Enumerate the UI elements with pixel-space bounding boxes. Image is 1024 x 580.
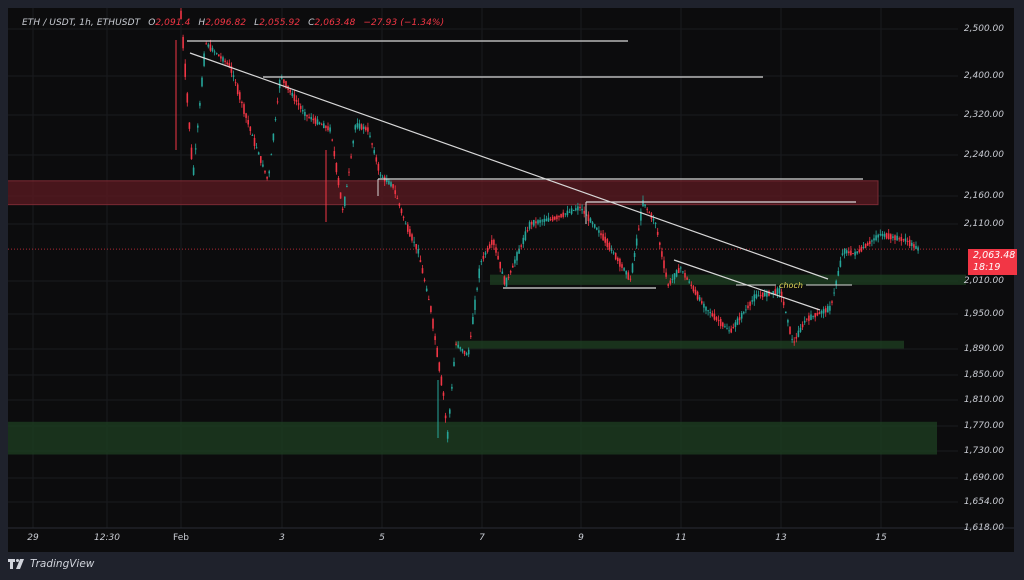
price-axis-label: 2,240.00	[963, 150, 1004, 160]
candlestick-series	[180, 8, 919, 443]
price-axis-label: 1,618.00	[963, 523, 1004, 533]
change-value: −27.93 (−1.34%)	[363, 18, 445, 28]
chart-plot-area[interactable]: choch	[8, 8, 1014, 552]
symbol-legend: ETH / USDT, 1h, ETHUSDT O2,091.4 H2,096.…	[22, 18, 444, 28]
time-axis-label: 5	[379, 533, 385, 543]
close-value: 2,063.48	[314, 18, 356, 28]
open-value: 2,091.4	[155, 18, 191, 28]
price-axis-label: 2,160.00	[963, 191, 1004, 201]
demand-zone[interactable]	[490, 274, 966, 285]
high-value: 2,096.82	[205, 18, 247, 28]
demand-zone[interactable]	[8, 421, 937, 455]
time-axis-label: 9	[578, 533, 584, 543]
price-axis-label: 1,690.00	[963, 473, 1004, 483]
price-axis-label: 1,810.00	[963, 395, 1004, 405]
choch-label: choch	[779, 281, 803, 290]
close-label: C	[308, 18, 315, 28]
trendline[interactable]	[189, 52, 829, 280]
time-axis-label: 11	[675, 533, 687, 543]
symbol-title: ETH / USDT, 1h, ETHUSDT	[22, 18, 141, 28]
time-axis-label: Feb	[173, 533, 189, 543]
price-axis-label: 2,010.00	[963, 276, 1004, 286]
tradingview-logo-icon	[8, 559, 24, 569]
chart-frame: choch ETH / USDT, 1h, ETHUSDT O2,091.4 H…	[8, 8, 1017, 552]
price-axis-label: 2,400.00	[963, 71, 1004, 81]
demand-zone[interactable]	[455, 340, 904, 349]
open-label: O	[148, 18, 156, 28]
price-axis-label: 2,110.00	[963, 219, 1004, 229]
price-axis-label: 1,950.00	[963, 309, 1004, 319]
bar-countdown: 18:19	[973, 262, 1001, 273]
price-axis-label: 2,500.00	[963, 24, 1004, 34]
time-axis-label: 3	[279, 533, 285, 543]
low-label: L	[254, 18, 260, 28]
high-label: H	[198, 18, 206, 28]
price-axis-label: 2,320.00	[963, 110, 1004, 120]
price-axis-label: 1,850.00	[963, 370, 1004, 380]
tradingview-brand: TradingView	[30, 558, 95, 570]
price-axis-label: 1,730.00	[963, 446, 1004, 456]
tradingview-footer: TradingView	[8, 558, 94, 570]
time-axis-label: 13	[775, 533, 787, 543]
current-price: 2,063.48	[973, 250, 1016, 261]
supply-zone[interactable]	[8, 180, 879, 206]
price-axis-label: 1,770.00	[963, 421, 1004, 431]
time-axis-label: 7	[479, 533, 485, 543]
current-price-tag: 2,063.48 18:19	[968, 249, 1017, 275]
low-value: 2,055.92	[259, 18, 301, 28]
price-axis-label: 1,890.00	[963, 344, 1004, 354]
price-axis-label: 1,654.00	[963, 497, 1004, 507]
time-axis-label: 15	[875, 533, 887, 543]
time-axis-label: 29	[27, 533, 39, 543]
time-axis-label: 12:30	[94, 533, 120, 543]
